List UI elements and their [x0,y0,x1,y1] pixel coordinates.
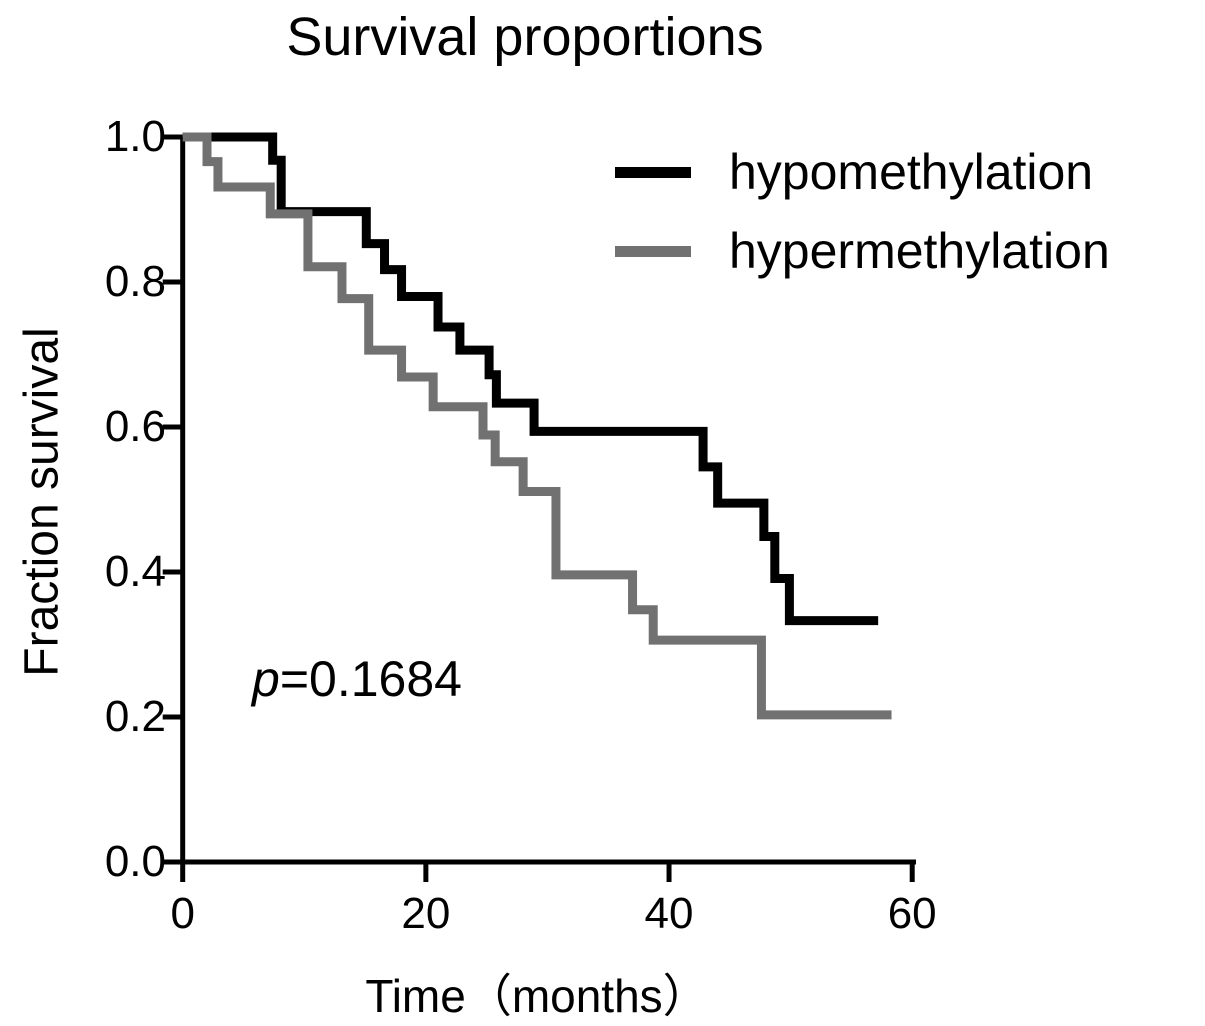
legend-item-hypomethylation: hypomethylation [615,143,1110,201]
hypermethylation-line-swatch [615,245,691,257]
x-tick-label: 0 [170,889,195,938]
legend-label-hypomethylation: hypomethylation [729,144,1094,200]
x-tick-label: 20 [401,889,451,938]
legend: hypomethylation hypermethylation [615,143,1110,301]
x-axis-label: Time（months） [365,970,709,1022]
legend-label-hypermethylation: hypermethylation [729,223,1110,279]
y-tick-label: 0.8 [104,257,166,306]
series-hypermethylation-curve [182,132,892,720]
x-tick-label: 40 [644,889,694,938]
y-tick-label: 0.4 [104,547,166,596]
y-tick-label: 0.0 [104,837,166,886]
x-tick-label: 60 [887,889,937,938]
p-value-text: =0.1684 [279,651,462,707]
y-tick-label: 1.0 [104,112,166,161]
hypomethylation-line-swatch [615,166,691,178]
p-symbol: p [252,651,280,707]
series-hypomethylation-curve [182,132,879,626]
y-tick-label: 0.6 [104,402,166,451]
legend-item-hypermethylation: hypermethylation [615,222,1110,280]
p-value-annotation: p=0.1684 [252,650,462,708]
y-tick-label: 0.2 [104,692,166,741]
chart-title: Survival proportions [286,7,764,67]
